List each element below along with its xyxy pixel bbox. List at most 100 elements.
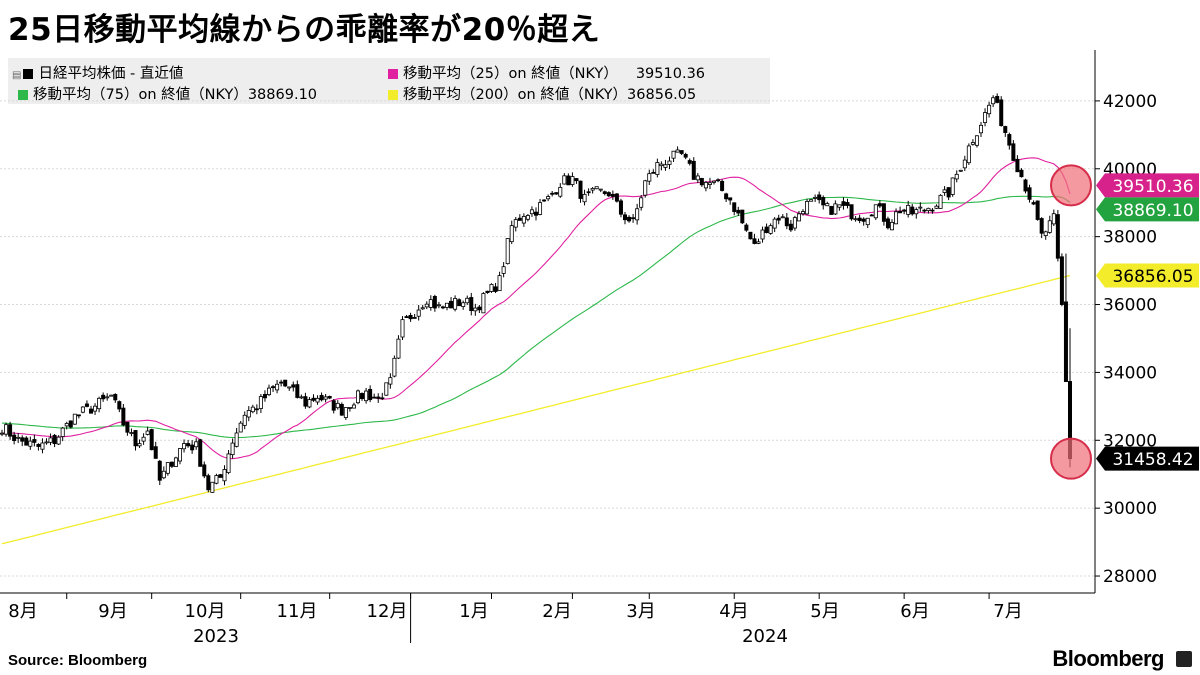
x-tick-label: 11月 xyxy=(277,601,318,622)
candle xyxy=(635,208,640,221)
candle xyxy=(271,386,276,389)
candle xyxy=(36,444,41,447)
candle xyxy=(319,394,324,401)
candle xyxy=(756,241,761,244)
candle xyxy=(974,135,979,146)
legend-label-ma25: 移動平均（25）on 終値（NKY） xyxy=(403,66,618,82)
candle xyxy=(194,441,199,448)
y-tick-label: 32000 xyxy=(1103,431,1157,451)
candle xyxy=(582,193,587,203)
candle xyxy=(829,206,834,215)
candle xyxy=(44,441,49,444)
candle xyxy=(323,396,328,400)
candle xyxy=(837,204,842,208)
candle xyxy=(586,191,591,194)
candle xyxy=(137,443,142,447)
candle xyxy=(902,209,907,212)
ma25-value-flag-bg xyxy=(1096,173,1199,198)
candle xyxy=(691,160,696,180)
candle xyxy=(954,173,959,180)
candle xyxy=(594,186,599,190)
candle xyxy=(885,218,890,229)
candle xyxy=(72,413,77,425)
candle xyxy=(60,427,65,437)
candle xyxy=(930,209,935,212)
candle xyxy=(453,298,458,310)
candle xyxy=(101,394,106,400)
candle xyxy=(821,197,826,206)
candle xyxy=(675,149,680,153)
x-tick-label: 10月 xyxy=(185,601,226,622)
candle xyxy=(469,297,474,311)
candle xyxy=(768,225,773,234)
legend-item-ma200: 移動平均（200）on 終値（NKY）36856.05 xyxy=(388,83,696,104)
candle xyxy=(934,205,939,209)
candle xyxy=(845,202,850,206)
candle xyxy=(942,189,947,193)
x-tick-label: 2月 xyxy=(542,601,571,622)
legend-value-ma200: 36856.05 xyxy=(627,87,697,103)
candle xyxy=(542,199,547,202)
candle xyxy=(222,469,227,482)
candle xyxy=(327,396,332,399)
candle xyxy=(772,218,777,229)
candle xyxy=(8,424,13,437)
x-tick-label: 6月 xyxy=(900,601,929,622)
candle xyxy=(1055,214,1060,259)
candle xyxy=(182,443,187,450)
candle xyxy=(347,407,352,409)
year-label: 2023 xyxy=(193,626,239,647)
candle xyxy=(161,470,166,479)
candle xyxy=(618,200,623,215)
candle xyxy=(169,461,174,467)
candle xyxy=(695,175,700,181)
candle xyxy=(473,307,478,312)
y-tick-label: 36000 xyxy=(1103,296,1157,316)
candle xyxy=(275,383,280,391)
candle xyxy=(906,204,911,215)
candle xyxy=(534,211,539,216)
candle xyxy=(602,191,607,194)
candle xyxy=(372,396,377,399)
candle xyxy=(32,439,37,443)
y-tick-label: 42000 xyxy=(1103,92,1157,112)
candle xyxy=(234,432,239,447)
legend: ▤ 日経平均株価 - 直近値 移動平均（25）on 終値（NKY） 39510.36… xyxy=(8,58,770,104)
candle xyxy=(465,297,470,304)
candle xyxy=(914,209,919,215)
ma25-value-flag: 39510.36 xyxy=(1112,177,1193,197)
candle xyxy=(315,397,320,403)
candle xyxy=(420,307,425,310)
ma75-line xyxy=(1,195,1071,439)
candle xyxy=(639,197,644,208)
candle xyxy=(145,430,150,435)
candle xyxy=(578,180,583,199)
candle xyxy=(699,178,704,186)
candle xyxy=(113,393,118,401)
candle xyxy=(89,408,94,414)
x-tick-label: 1月 xyxy=(459,601,488,622)
candle xyxy=(995,95,1000,103)
legend-swatch-ma25 xyxy=(388,69,398,79)
candle xyxy=(554,192,559,195)
candle xyxy=(849,204,854,220)
candle xyxy=(598,188,603,191)
candle xyxy=(493,286,498,292)
candle xyxy=(716,179,721,182)
candle xyxy=(926,207,931,211)
candle xyxy=(728,197,733,201)
x-tick-label: 12月 xyxy=(367,601,408,622)
ma25-line xyxy=(1,157,1071,460)
candle xyxy=(732,202,737,212)
candle xyxy=(865,217,870,226)
candle xyxy=(258,396,263,409)
candle xyxy=(890,221,895,231)
candle xyxy=(449,300,454,309)
candle xyxy=(752,238,757,244)
candle xyxy=(663,164,668,168)
candle xyxy=(610,193,615,197)
legend-swatch-ma200 xyxy=(388,90,398,100)
candle xyxy=(400,319,405,338)
candle xyxy=(918,206,923,209)
